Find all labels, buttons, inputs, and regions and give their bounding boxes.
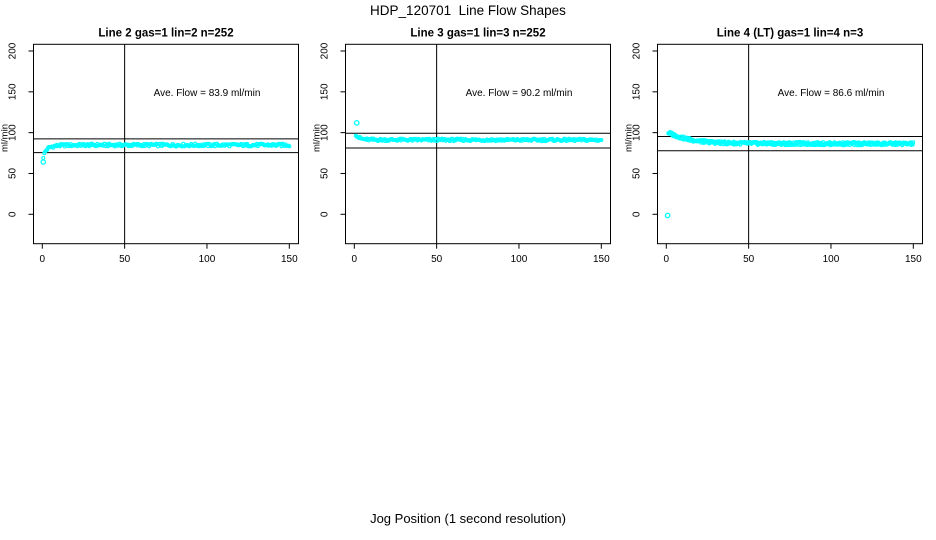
panel-title: Line 2 gas=1 lin=2 n=252 xyxy=(98,28,233,40)
x-tick-label: 150 xyxy=(593,254,610,265)
y-tick-label: 150 xyxy=(8,83,19,100)
panel-chart-line-4: 0 50 100 150 0 50 100 150 200 ml/min Line 4 (LT) g… xyxy=(624,28,923,265)
x-tick-label: 50 xyxy=(743,254,755,265)
plot-box xyxy=(657,43,923,245)
y-tick-label: 150 xyxy=(632,83,643,100)
y-tick-label: 200 xyxy=(632,42,643,59)
y-axis-unit-label: ml/min xyxy=(624,124,634,152)
x-tick-label: 100 xyxy=(199,254,216,265)
outlier-point xyxy=(40,159,47,165)
data-points xyxy=(41,141,292,161)
y-tick-label: 100 xyxy=(320,124,331,141)
plot-box xyxy=(345,43,611,245)
x-tick-label: 100 xyxy=(823,254,840,265)
x-tick-label: 150 xyxy=(281,254,298,265)
panel-chart-line-3: 0 50 100 150 0 50 100 150 200 ml/min Line 3 gas=1 … xyxy=(312,28,611,265)
y-tick-label: 200 xyxy=(320,42,331,59)
x-tick-label: 0 xyxy=(664,254,670,265)
y-tick-label: 50 xyxy=(320,167,331,179)
panel-title: Line 3 gas=1 lin=3 n=252 xyxy=(410,28,545,40)
x-axis-label: Jog Position (1 second resolution) xyxy=(370,511,566,526)
y-tick-label: 0 xyxy=(8,211,19,217)
data-points xyxy=(666,130,916,148)
figure-title: HDP_120701 Line Flow Shapes xyxy=(370,3,566,18)
x-tick-label: 100 xyxy=(511,254,528,265)
y-tick-label: 200 xyxy=(8,42,19,59)
panel-chart-line-2: 0 50 100 150 0 50 100 150 200 ml/min Line 2 gas=1 … xyxy=(0,28,299,265)
y-tick-label: 50 xyxy=(8,167,19,179)
plot-box xyxy=(33,43,299,245)
ave-flow-annotation: Ave. Flow = 90.2 ml/min xyxy=(466,88,573,99)
y-tick-label: 100 xyxy=(8,124,19,141)
y-tick-label: 150 xyxy=(320,83,331,100)
y-axis-unit-label: ml/min xyxy=(312,124,322,152)
x-tick-label: 50 xyxy=(119,254,131,265)
x-tick-label: 150 xyxy=(905,254,922,265)
y-tick-label: 100 xyxy=(632,124,643,141)
outlier-point xyxy=(664,212,671,219)
y-tick-label: 50 xyxy=(632,167,643,179)
x-tick-label: 50 xyxy=(431,254,443,265)
outlier-point xyxy=(353,120,360,126)
ave-flow-annotation: Ave. Flow = 86.6 ml/min xyxy=(778,88,885,99)
panel-title: Line 4 (LT) gas=1 lin=4 n=3 xyxy=(717,28,863,40)
y-tick-label: 0 xyxy=(632,211,643,217)
x-tick-label: 0 xyxy=(40,254,46,265)
x-tick-label: 0 xyxy=(352,254,358,265)
ave-flow-annotation: Ave. Flow = 83.9 ml/min xyxy=(154,88,261,99)
y-tick-label: 0 xyxy=(320,211,331,217)
y-axis-unit-label: ml/min xyxy=(0,124,10,152)
data-points xyxy=(353,133,604,144)
